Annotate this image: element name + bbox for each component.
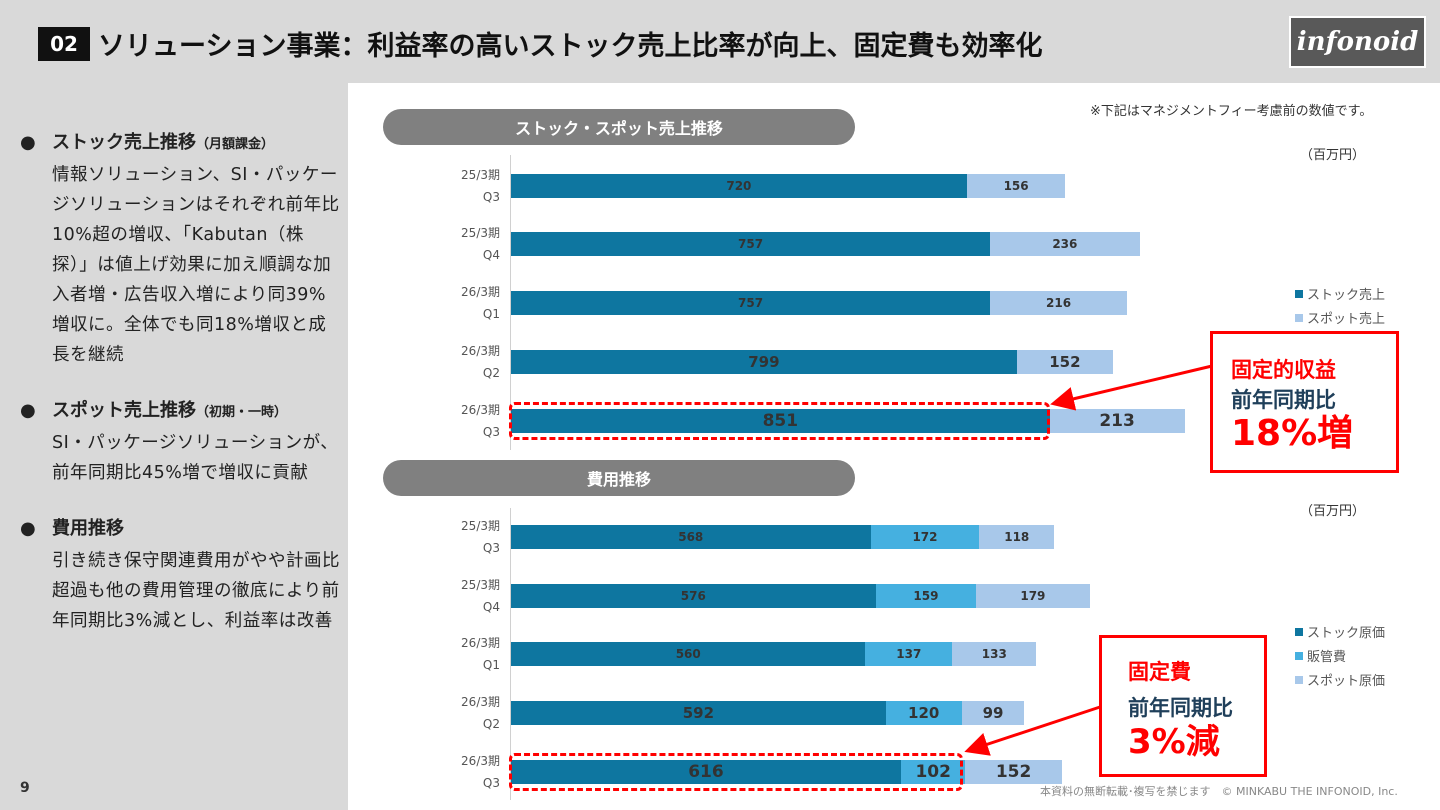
- category-label: 26/3期 Q1: [461, 636, 500, 672]
- bar-segment: 757: [511, 232, 991, 256]
- unit-cost: （百万円）: [1300, 504, 1366, 519]
- data-label: 102: [915, 762, 951, 782]
- bar-segment: 568: [511, 525, 871, 549]
- bar-segment: 152: [965, 760, 1062, 784]
- note: ※下記はマネジメントフィー考慮前の数値です。: [1090, 104, 1373, 119]
- data-label: 152: [995, 762, 1032, 782]
- bar-segment: 236: [990, 232, 1140, 256]
- highlight-fixed-q3: [509, 753, 963, 791]
- bar-segment: 133: [952, 642, 1037, 666]
- arrow-sales: [1050, 364, 1213, 411]
- chart-title-sales: ストック・スポット売上推移: [383, 109, 855, 145]
- bar-segment: 213: [1049, 409, 1185, 433]
- bar-segment: 152: [1016, 350, 1113, 374]
- data-label: 616: [688, 762, 724, 782]
- legend-label: 販管費: [1307, 650, 1347, 665]
- summary-spot: スポット売上推移（初期・一時）SI・パッケージソリューションが、前年同期比45%…: [20, 396, 340, 488]
- data-label: 568: [678, 530, 704, 544]
- data-label: 216: [1046, 296, 1072, 310]
- data-label: 757: [738, 296, 764, 310]
- bar-segment: 757: [511, 291, 991, 315]
- category-label: 26/3期 Q2: [461, 695, 500, 731]
- category-label: 26/3期 Q3: [461, 754, 500, 790]
- summary-stock: ストック売上推移（月額課金）情報ソリューション、SI・パッケージソリューションは…: [20, 128, 340, 370]
- legend-item: スポット売上: [1295, 308, 1385, 327]
- page-title: ソリューション事業：利益率の高いストック売上比率が向上、固定費も効率化: [98, 31, 1043, 62]
- category-axis: [510, 508, 511, 800]
- callout-sales: 固定的収益 前年同期比 18%増: [1210, 331, 1399, 473]
- category-label: 25/3期 Q4: [461, 226, 500, 262]
- category-label: 26/3期 Q3: [461, 403, 500, 439]
- data-label: 236: [1052, 237, 1078, 251]
- data-label: 213: [1099, 411, 1135, 431]
- bar-segment: 118: [979, 525, 1055, 549]
- section-number: 02: [38, 27, 90, 61]
- bar-segment: 156: [966, 174, 1066, 198]
- unit-sales: （百万円）: [1300, 148, 1366, 163]
- data-label: 172: [912, 530, 938, 544]
- page-number: 9: [20, 780, 30, 796]
- summary-text: ストック売上推移（月額課金）情報ソリューション、SI・パッケージソリューションは…: [20, 128, 340, 662]
- bar-segment: 592: [511, 701, 886, 725]
- legend-swatch: [1295, 289, 1303, 298]
- data-label: 159: [913, 589, 939, 603]
- copyright-footer: 本資料の無断転載･複写を禁じます © MINKABU THE INFONOID,…: [1040, 785, 1398, 798]
- legend-label: スポット売上: [1307, 312, 1386, 327]
- data-label: 720: [726, 179, 752, 193]
- legend-item: スポット原価: [1295, 670, 1385, 689]
- bar-segment: 851: [511, 409, 1050, 433]
- data-label: 757: [738, 237, 764, 251]
- bar-segment: 137: [865, 642, 953, 666]
- data-label: 592: [682, 704, 715, 722]
- bar-segment: 102: [900, 760, 966, 784]
- bar-segment: 99: [961, 701, 1025, 725]
- bar-segment: 216: [990, 291, 1127, 315]
- bar-segment: 616: [511, 760, 901, 784]
- data-label: 156: [1003, 179, 1029, 193]
- data-label: 179: [1020, 589, 1046, 603]
- highlight-stock-q3: [509, 402, 1050, 440]
- category-label: 25/3期 Q4: [461, 578, 500, 614]
- legend-item: ストック売上: [1295, 284, 1385, 303]
- summary-cost: 費用推移引き続き保守関連費用がやや計画比超過も他の費用管理の徹底により前年同期比…: [20, 514, 340, 636]
- category-label: 25/3期 Q3: [461, 519, 500, 555]
- legend-swatch: [1295, 651, 1303, 660]
- bar-segment: 720: [511, 174, 967, 198]
- category-axis: [510, 155, 511, 450]
- legend-swatch: [1295, 675, 1303, 684]
- data-label: 137: [896, 647, 922, 661]
- bar-segment: 179: [976, 584, 1090, 608]
- data-label: 799: [748, 353, 780, 371]
- legend-swatch: [1295, 627, 1303, 636]
- data-label: 560: [675, 647, 701, 661]
- data-label: 851: [762, 411, 799, 431]
- legend-item: 販管費: [1295, 646, 1346, 665]
- data-label: 152: [1049, 353, 1081, 371]
- bar-segment: 172: [870, 525, 980, 549]
- logo: infonoid: [1289, 16, 1426, 68]
- bar-segment: 159: [875, 584, 977, 608]
- data-label: 133: [981, 647, 1007, 661]
- callout-cost: 固定費 前年同期比 3%減: [1099, 635, 1267, 777]
- data-label: 576: [680, 589, 706, 603]
- category-label: 25/3期 Q3: [461, 168, 500, 204]
- bar-segment: 120: [885, 701, 962, 725]
- chart-title-cost: 費用推移: [383, 460, 855, 496]
- legend-label: ストック原価: [1307, 626, 1386, 641]
- legend-label: スポット原価: [1307, 674, 1386, 689]
- category-label: 26/3期 Q1: [461, 285, 500, 321]
- bar-segment: 799: [511, 350, 1017, 374]
- bar-segment: 560: [511, 642, 866, 666]
- legend-swatch: [1295, 313, 1303, 322]
- data-label: 118: [1004, 530, 1030, 544]
- data-label: 99: [982, 704, 1004, 722]
- arrow-cost: [964, 705, 1101, 756]
- data-label: 120: [908, 704, 940, 722]
- legend-label: ストック売上: [1307, 288, 1386, 303]
- legend-item: ストック原価: [1295, 622, 1385, 641]
- bar-segment: 576: [511, 584, 876, 608]
- category-label: 26/3期 Q2: [461, 344, 500, 380]
